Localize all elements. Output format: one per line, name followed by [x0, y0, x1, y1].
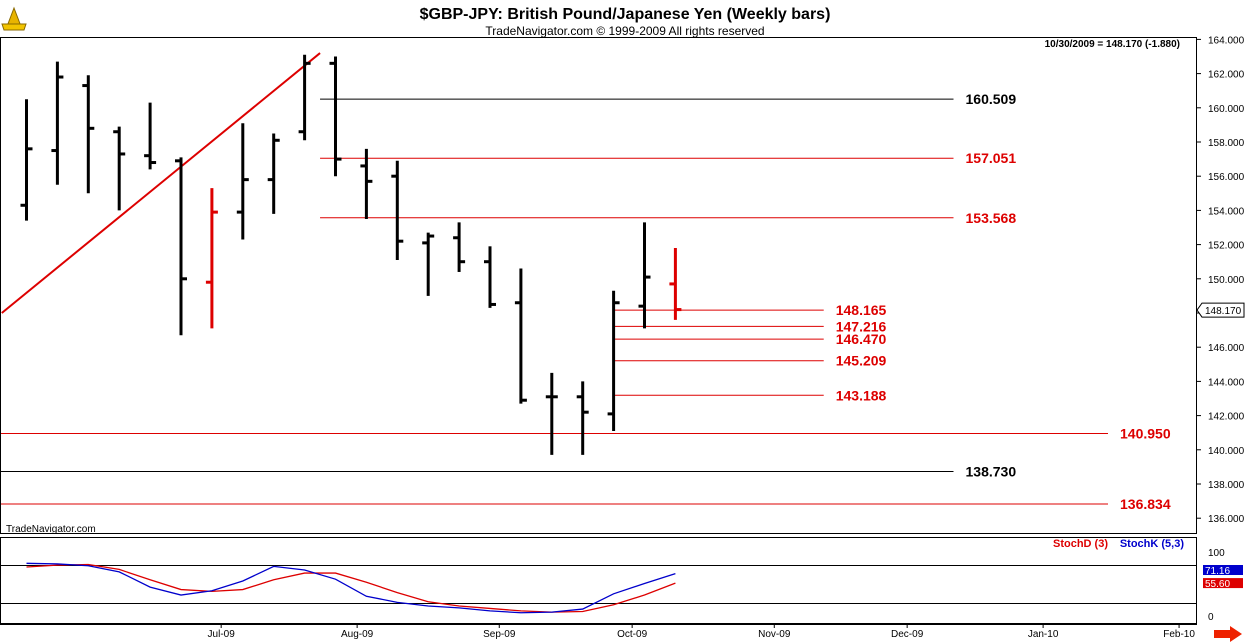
chart-subtitle: TradeNavigator.com © 1999-2009 All right… — [485, 24, 764, 38]
ohlc-bar — [576, 381, 589, 455]
watermark: TradeNavigator.com — [6, 524, 96, 535]
date-tick-label: Oct-09 — [617, 629, 647, 640]
last-price-marker: 148.170 — [1196, 302, 1245, 318]
stochd-readout: 55.60 — [1203, 578, 1243, 590]
level-label: 136.834 — [1120, 496, 1171, 512]
price-tick-label: 140.000 — [1208, 446, 1245, 457]
stochk-line — [26, 562, 676, 614]
stoch-axis-0: 0 — [1208, 612, 1214, 623]
date-tick-label: Nov-09 — [758, 629, 791, 640]
ohlc-bar — [267, 133, 280, 214]
price-tick-label: 138.000 — [1208, 480, 1245, 491]
price-tick-label: 160.000 — [1208, 104, 1245, 115]
ohlc-bar — [514, 268, 527, 404]
ohlc-bar — [20, 99, 33, 221]
level-label: 160.509 — [966, 91, 1017, 107]
ohlc-bar — [669, 248, 682, 320]
ohlc-bar — [236, 123, 249, 240]
ohlc-bar — [175, 157, 187, 336]
ohlc-bar — [144, 102, 157, 170]
level-label: 143.188 — [836, 387, 887, 403]
trendline — [1, 52, 321, 314]
price-panel — [0, 37, 1197, 534]
price-tick-label: 158.000 — [1208, 138, 1245, 149]
price-tick-label: 142.000 — [1208, 412, 1245, 423]
level-label: 140.950 — [1120, 426, 1171, 442]
ohlc-bar — [298, 54, 311, 141]
date-tick-label: Aug-09 — [341, 629, 374, 640]
stoch-axis-100: 100 — [1208, 548, 1225, 559]
price-tick-label: 156.000 — [1208, 172, 1245, 183]
scroll-right-arrow-icon[interactable] — [1214, 626, 1242, 642]
last-price-label: 148.170 — [1205, 306, 1242, 317]
svg-text:55.60: 55.60 — [1205, 579, 1230, 590]
price-tick-label: 150.000 — [1208, 275, 1245, 286]
ohlc-bar — [545, 372, 558, 455]
stochastic-panel — [0, 537, 1197, 624]
ohlc-bar — [113, 126, 126, 211]
price-tick-label: 146.000 — [1208, 343, 1245, 354]
ohlc-bar — [607, 290, 620, 431]
date-tick-label: Feb-10 — [1163, 629, 1195, 640]
stochk-readout: 71.16 — [1203, 565, 1243, 577]
ohlc-bar — [51, 61, 64, 185]
stochd-line — [26, 563, 676, 613]
stochk-legend: StochK (5,3) — [1120, 538, 1185, 550]
date-readout: 10/30/2009 = 148.170 (-1.880) — [1045, 39, 1180, 50]
date-tick-label: Jul-09 — [208, 629, 236, 640]
ohlc-bar — [360, 148, 373, 219]
ohlc-bar — [329, 56, 342, 177]
ohlc-bar — [484, 246, 496, 308]
ohlc-bar — [453, 222, 466, 272]
level-label: 145.209 — [836, 353, 887, 369]
ohlc-bar — [391, 160, 404, 260]
stochd-legend: StochD (3) — [1053, 538, 1108, 550]
level-label: 153.568 — [966, 210, 1017, 226]
level-label: 148.165 — [836, 302, 887, 318]
price-tick-label: 144.000 — [1208, 377, 1245, 388]
price-tick-label: 152.000 — [1208, 241, 1245, 252]
date-tick-label: Sep-09 — [483, 629, 516, 640]
ohlc-bar — [422, 232, 435, 296]
price-tick-label: 164.000 — [1208, 35, 1245, 46]
date-tick-label: Dec-09 — [891, 629, 924, 640]
level-label: 157.051 — [966, 150, 1017, 166]
price-tick-label: 136.000 — [1208, 514, 1245, 525]
logo-icon — [1, 6, 27, 31]
date-tick-label: Jan-10 — [1028, 629, 1059, 640]
level-label: 147.216 — [836, 318, 887, 334]
ohlc-bar — [82, 75, 95, 194]
svg-text:71.16: 71.16 — [1205, 566, 1230, 577]
level-label: 138.730 — [966, 464, 1017, 480]
level-label: 146.470 — [836, 331, 887, 347]
chart-title: $GBP-JPY: British Pound/Japanese Yen (We… — [420, 6, 831, 23]
price-tick-label: 162.000 — [1208, 70, 1245, 81]
ohlc-bar — [638, 222, 651, 329]
price-tick-label: 154.000 — [1208, 206, 1245, 217]
ohlc-bar — [205, 188, 218, 329]
